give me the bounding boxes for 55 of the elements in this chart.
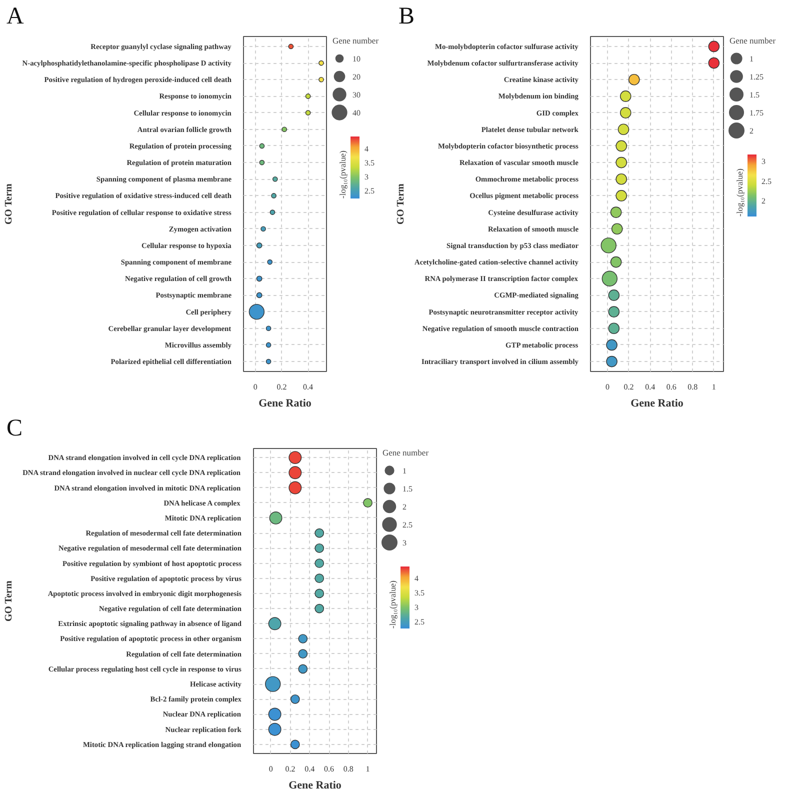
color-bar-label: 4 xyxy=(364,144,368,154)
x-axis-title: Gene Ratio xyxy=(630,398,684,410)
x-tick-label: 0.4 xyxy=(303,382,314,392)
color-bar-title: -log₁₀(pvalue) xyxy=(734,168,744,216)
color-bar-title: -log₁₀(pvalue) xyxy=(388,580,398,628)
legend-title: Gene number xyxy=(730,36,776,46)
x-axis-title: Gene Ratio xyxy=(258,398,312,410)
legend-label: 2 xyxy=(750,126,754,136)
legend-label: 1 xyxy=(750,54,754,64)
color-bar-label: 2 xyxy=(762,196,766,206)
y-axis-title: GO Term xyxy=(3,183,14,225)
x-tick-label: 0 xyxy=(253,382,258,392)
chart-title: B xyxy=(398,4,415,30)
x-tick-label: 0.6 xyxy=(666,382,676,392)
legend-label: 40 xyxy=(352,108,360,118)
y-axis-title: GO Term xyxy=(4,580,15,622)
legend-title: Gene number xyxy=(382,448,429,458)
legend-label: 30 xyxy=(352,90,360,100)
x-tick-label: 0.2 xyxy=(624,382,634,392)
x-tick-label: 1 xyxy=(366,764,370,774)
color-bar-label: 4 xyxy=(414,574,418,583)
legend-label: 1.5 xyxy=(402,484,412,494)
text: A xyxy=(6,4,24,30)
color-bar-label: 2.5 xyxy=(364,186,374,196)
x-tick-label: 0.2 xyxy=(285,764,296,774)
color-bar-label: 2.5 xyxy=(414,618,424,627)
color-bar-title: -log₁₀(pvalue) xyxy=(338,150,348,198)
x-tick-label: 0.4 xyxy=(645,382,656,392)
legend-label: 1 xyxy=(402,466,406,476)
legend-label: 20 xyxy=(352,72,360,82)
text: C xyxy=(6,416,23,442)
color-bar-label: 3 xyxy=(414,602,418,612)
legend-label: 3 xyxy=(402,538,406,548)
x-tick-label: 0.8 xyxy=(688,382,698,392)
y-axis-title: GO Term xyxy=(396,183,407,225)
x-tick-label: 0.6 xyxy=(324,764,334,774)
legend-label: 1.75 xyxy=(750,108,764,118)
color-bar-label: 3 xyxy=(762,157,766,166)
x-tick-label: 0 xyxy=(268,764,273,774)
color-bar-label: 3.5 xyxy=(364,158,374,168)
x-axis-title: Gene Ratio xyxy=(288,780,342,792)
x-tick-label: 0 xyxy=(606,382,610,392)
legend-title: Gene number xyxy=(332,36,379,46)
legend-label: 10 xyxy=(352,54,360,64)
legend-label: 1.25 xyxy=(750,72,764,82)
color-bar-label: 3 xyxy=(364,172,368,182)
legend-label: 2.5 xyxy=(402,520,412,530)
legend-label: 1.5 xyxy=(750,90,760,100)
x-tick-label: 1 xyxy=(712,382,716,392)
legend-label: 2 xyxy=(402,502,406,512)
x-tick-label: 0.8 xyxy=(343,764,354,774)
x-tick-label: 0.2 xyxy=(276,382,287,392)
x-tick-label: 0.4 xyxy=(304,764,315,774)
color-bar-label: 2.5 xyxy=(762,176,772,186)
color-bar-label: 3.5 xyxy=(414,588,424,598)
